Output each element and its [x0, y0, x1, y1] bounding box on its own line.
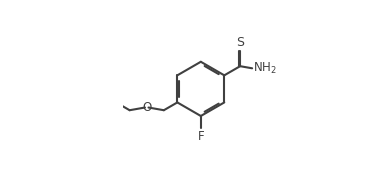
Text: O: O: [142, 101, 151, 114]
Text: S: S: [236, 36, 244, 49]
Text: NH$_2$: NH$_2$: [253, 61, 277, 76]
Text: F: F: [198, 130, 204, 143]
